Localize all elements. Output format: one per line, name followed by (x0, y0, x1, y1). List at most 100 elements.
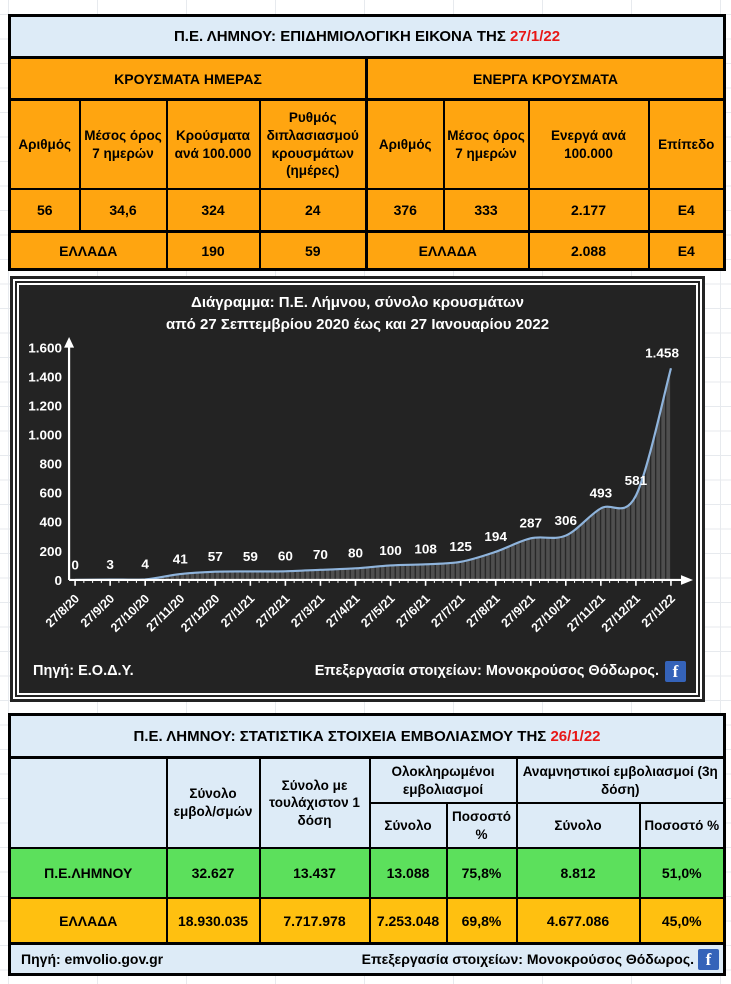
table-cell: 56 (8, 188, 81, 233)
x-axis-labels: 27/8/2027/9/2027/10/2027/11/2027/12/2027… (43, 591, 679, 634)
chart-content: Διάγραμμα: Π.Ε. Λήμνου, σύνολο κρουσμάτω… (17, 283, 698, 695)
line-series (75, 367, 673, 581)
column-header: Αριθμός (365, 98, 445, 190)
svg-text:27/2/21: 27/2/21 (253, 591, 293, 629)
column-header: Επίπεδο (647, 98, 726, 190)
svg-text:3: 3 (106, 557, 114, 572)
column-header: Ενεργά ανά 100.000 (527, 98, 650, 190)
cases-chart-svg: 02004006008001.0001.2001.4001.60027/8/20… (28, 336, 693, 634)
svg-text:306: 306 (555, 513, 578, 528)
table-cell: 51,0% (638, 847, 726, 899)
vax-footer: Πηγή: emvolio.gov.gr Επεξεργασία στοιχεί… (8, 942, 726, 976)
svg-text:493: 493 (590, 485, 613, 500)
table-cell-greece-label: ΕΛΛΑΔΑ (365, 230, 530, 271)
svg-text:0: 0 (55, 573, 63, 588)
group-header-completed: Ολοκληρωμένοι εμβολιασμοί (368, 756, 518, 804)
svg-text:194: 194 (484, 529, 507, 544)
column-header: Ποσοστό % (445, 802, 518, 849)
table-cell: 13.437 (258, 847, 371, 899)
svg-text:1.000: 1.000 (28, 427, 62, 442)
facebook-icon[interactable]: f (698, 948, 719, 970)
group-header-day-cases: ΚΡΟΥΣΜΑΤΑ ΗΜΕΡΑΣ (8, 56, 368, 101)
svg-text:70: 70 (313, 547, 328, 562)
table-cell: 69,8% (445, 897, 518, 945)
table-cell: 24 (258, 188, 368, 233)
epi-table-title: Π.Ε. ΛΗΜΝΟΥ: ΕΠΙΔΗΜΙΟΛΟΓΙΚΗ ΕΙΚΟΝΑ ΤΗΣ 2… (8, 14, 726, 59)
chart-title: Διάγραμμα: Π.Ε. Λήμνου, σύνολο κρουσμάτω… (19, 285, 696, 336)
svg-text:1.458: 1.458 (645, 345, 679, 360)
svg-text:100: 100 (379, 543, 402, 558)
epi-title-text: Π.Ε. ΛΗΜΝΟΥ: ΕΠΙΔΗΜΙΟΛΟΓΙΚΗ ΕΙΚΟΝΑ ΤΗΣ (173, 28, 506, 45)
svg-text:27/8/20: 27/8/20 (43, 591, 83, 629)
chart-title-line1: Διάγραμμα: Π.Ε. Λήμνου, σύνολο κρουσμάτω… (191, 294, 524, 311)
column-header: Μέσος όρος 7 ημερών (78, 98, 168, 190)
vaccination-table: Π.Ε. ΛΗΜΝΟΥ: ΣΤΑΤΙΣΤΙΚΑ ΣΤΟΙΧΕΙΑ ΕΜΒΟΛΙΑ… (8, 713, 726, 976)
table-cell: 45,0% (638, 897, 726, 945)
chart-footer: Πηγή: Ε.Ο.Δ.Υ. Επεξεργασία στοιχείων: Μο… (19, 655, 696, 693)
column-header: Μέσος όρος 7 ημερών (442, 98, 530, 190)
table-cell: 4.677.086 (515, 897, 641, 945)
svg-text:581: 581 (625, 473, 648, 488)
column-header: Σύνολο (515, 802, 641, 849)
table-cell: 75,8% (445, 847, 518, 899)
column-header: Κρούσματα ανά 100.000 (165, 98, 261, 190)
svg-text:27/10/20: 27/10/20 (108, 591, 153, 634)
svg-text:80: 80 (348, 545, 363, 560)
svg-text:27/12/20: 27/12/20 (178, 591, 223, 634)
vax-credit-label: Επεξεργασία στοιχείων: Μονοκρούσος Θόδωρ… (361, 951, 694, 967)
svg-text:1.200: 1.200 (28, 398, 62, 413)
epi-title-date: 27/1/22 (510, 28, 561, 45)
table-cell: 32.627 (165, 847, 261, 899)
svg-text:0: 0 (71, 557, 79, 572)
svg-text:4: 4 (141, 556, 149, 571)
table-cell: 2.177 (527, 188, 650, 233)
group-header-active-cases: ΕΝΕΡΓΑ ΚΡΟΥΣΜΑΤΑ (365, 56, 726, 101)
svg-text:59: 59 (243, 548, 258, 563)
svg-text:287: 287 (519, 515, 542, 530)
chart-credit-label: Επεξεργασία στοιχείων: Μονοκρούσος Θόδωρ… (314, 663, 659, 679)
svg-text:400: 400 (40, 514, 63, 529)
svg-text:1.600: 1.600 (28, 340, 62, 355)
svg-text:200: 200 (40, 543, 63, 558)
chart-border-frame: Διάγραμμα: Π.Ε. Λήμνου, σύνολο κρουσμάτω… (13, 279, 702, 699)
table-cell: Ε4 (647, 188, 726, 233)
svg-text:57: 57 (208, 549, 223, 564)
y-axis-arrow (64, 336, 75, 348)
vax-source-label: Πηγή: emvolio.gov.gr (21, 951, 164, 967)
chart-source-label: Πηγή: Ε.Ο.Δ.Υ. (33, 663, 134, 679)
svg-text:27/1/22: 27/1/22 (639, 591, 679, 629)
svg-text:27/1/21: 27/1/21 (218, 591, 258, 629)
svg-text:600: 600 (40, 485, 63, 500)
column-header: Σύνολο (368, 802, 448, 849)
table-cell: 7.253.048 (368, 897, 448, 945)
row-header-greece: ΕΛΛΑΔΑ (8, 897, 168, 945)
svg-text:27/7/21: 27/7/21 (428, 591, 468, 629)
svg-text:27/4/21: 27/4/21 (323, 591, 363, 629)
svg-text:27/5/21: 27/5/21 (358, 591, 398, 629)
table-cell: 376 (365, 188, 445, 233)
x-axis-arrow (680, 574, 693, 585)
table-cell: 13.088 (368, 847, 448, 899)
column-header: Ρυθμός διπλασιασμού κρουσμάτων (ημέρες) (258, 98, 368, 190)
table-cell-greece-label: ΕΛΛΑΔΑ (8, 230, 168, 271)
vax-table-title: Π.Ε. ΛΗΜΝΟΥ: ΣΤΑΤΙΣΤΙΚΑ ΣΤΟΙΧΕΙΑ ΕΜΒΟΛΙΑ… (8, 713, 726, 759)
table-cell: 190 (165, 230, 261, 271)
chart-title-line2: από 27 Σεπτεμβρίου 2020 έως και 27 Ιανου… (165, 315, 550, 333)
svg-text:108: 108 (414, 541, 437, 556)
data-labels: 0 3 4 41 57 59 60 70 80 100 108 125 194 287 306 493 581 1… (71, 345, 679, 571)
svg-text:27/6/21: 27/6/21 (393, 591, 433, 629)
table-cell: 8.812 (515, 847, 641, 899)
table-cell: 333 (442, 188, 530, 233)
row-header-limnos: Π.Ε.ΛΗΜΝΟΥ (8, 847, 168, 899)
table-cell: 59 (258, 230, 368, 271)
table-cell: 34,6 (78, 188, 168, 233)
cases-chart-panel: Διάγραμμα: Π.Ε. Λήμνου, σύνολο κρουσμάτω… (10, 276, 705, 702)
y-axis-labels: 0 200 400 600 800 1.000 1.200 1.400 1.600 (28, 340, 62, 587)
facebook-icon[interactable]: f (665, 660, 686, 682)
epidemiology-table: Π.Ε. ΛΗΜΝΟΥ: ΕΠΙΔΗΜΙΟΛΟΓΙΚΗ ΕΙΚΟΝΑ ΤΗΣ 2… (8, 14, 726, 271)
svg-text:27/10/21: 27/10/21 (528, 591, 573, 634)
group-header-booster: Αναμνηστικοί εμβολιασμοί (3η δόση) (515, 756, 726, 804)
table-cell: 18.930.035 (165, 897, 261, 945)
svg-text:800: 800 (40, 456, 63, 471)
